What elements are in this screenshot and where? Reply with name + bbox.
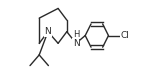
Text: H: H [73, 30, 79, 39]
Text: N: N [73, 39, 79, 48]
Text: Cl: Cl [121, 31, 129, 40]
Text: N: N [45, 27, 51, 36]
